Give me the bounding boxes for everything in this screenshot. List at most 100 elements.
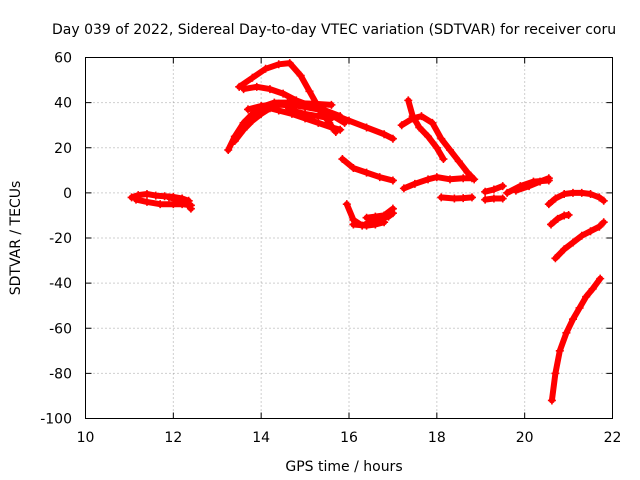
data-point [575,303,584,312]
data-point [511,186,520,195]
series-arc-16 [404,96,448,164]
data-point [314,118,323,127]
series-arc-20 [481,182,507,196]
series-arc-17 [399,173,476,193]
data-point [265,85,274,94]
data-point [564,210,573,219]
data-point [437,134,446,143]
data-point [371,220,380,229]
data-point [596,274,605,283]
y-tick-label: 0 [63,186,72,202]
x-tick-label: 14 [252,430,270,446]
data-point [274,99,283,108]
series-arc-9 [239,82,397,143]
data-point [388,204,397,213]
data-point [257,109,266,118]
data-point [555,346,564,355]
series-arc-22 [511,174,553,195]
data-point [437,193,446,202]
series-arc-14 [362,204,397,222]
y-tick-label: -20 [49,231,72,247]
data-point [371,212,380,221]
series-arc-11 [338,155,397,185]
series-arc-24 [547,210,573,229]
data-point [252,82,261,91]
data-point [342,200,351,209]
data-point [331,127,340,136]
data-point [489,194,498,203]
data-point [230,136,239,145]
data-point [481,195,490,204]
data-point [285,59,294,68]
data-point [599,218,608,227]
series-arc-25 [551,218,608,263]
data-point [432,143,441,152]
series-arc-18 [437,193,476,203]
data-point [424,175,433,184]
data-point [568,315,577,324]
data-point [142,197,151,206]
data-point [397,121,406,130]
data-point [544,174,553,183]
data-point [182,197,191,206]
data-point [399,184,408,193]
data-point [224,146,233,155]
y-tick-label: 60 [54,51,72,67]
data-point [577,188,586,197]
series-trace [165,194,194,212]
data-point [404,96,413,105]
data-point [345,116,353,125]
data-point [450,194,459,203]
y-tick-label: 40 [54,96,72,112]
data-point [327,100,336,109]
data-point [595,193,604,202]
series-arc-26 [547,274,605,405]
data-point [562,328,571,337]
series-trace [363,205,396,221]
x-tick-labels: 10 12 14 16 18 20 22 [77,430,622,446]
data-point [547,396,556,405]
data-point [151,191,160,200]
data-point [142,190,151,199]
data-point [498,194,507,203]
x-tick-label: 22 [604,430,622,446]
data-point [577,231,586,240]
series-arc-13 [349,218,389,230]
data-point [349,164,358,173]
data-point [248,116,257,125]
data-point [459,194,468,203]
data-point [432,173,441,182]
y-axis-title: SDTVAR / TECUs [8,181,24,296]
data-point [428,118,437,127]
data-point [586,190,595,199]
data-point [498,182,507,191]
data-point [525,182,534,191]
data-point [595,222,604,231]
data-point [459,174,468,183]
data-point [503,188,512,197]
x-tick-label: 16 [340,430,358,446]
data-point [553,214,562,223]
data-point [446,146,455,155]
data-point [388,134,397,143]
data-point [588,284,597,293]
data-point [582,292,591,301]
data-point [560,245,569,254]
data-point [415,123,424,132]
data-point [417,112,426,121]
data-point [424,132,433,141]
data-point [296,71,305,80]
chart-title: Day 039 of 2022, Sidereal Day-to-day VTE… [52,22,616,38]
data-point [544,200,553,209]
x-tick-label: 20 [516,430,534,446]
data-point [327,114,336,123]
y-tick-label: -40 [49,276,72,292]
series-arc-19 [481,194,507,204]
data-point [568,188,577,197]
data-point [551,254,560,263]
data-point [248,73,257,82]
y-tick-label: -80 [49,366,72,382]
data-point [467,193,476,202]
